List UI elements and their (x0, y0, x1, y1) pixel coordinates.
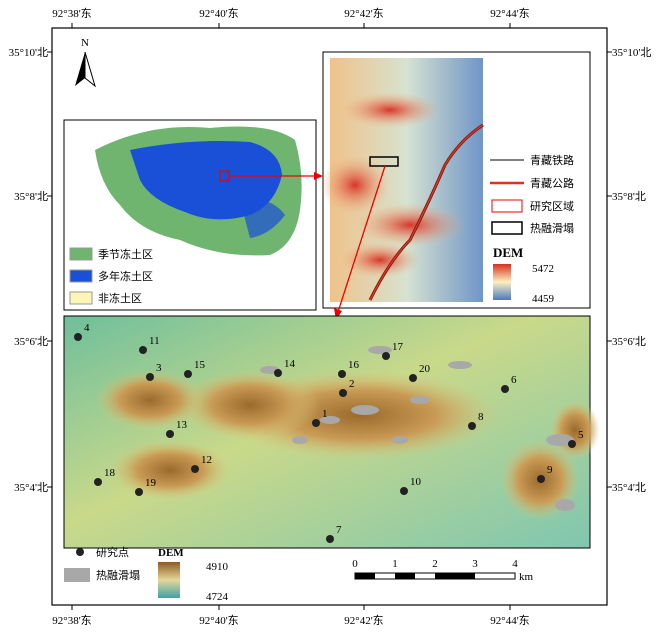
scale-unit: km (519, 571, 534, 583)
study-point (339, 389, 347, 397)
legend-value: 4459 (532, 293, 555, 305)
point-label: 1 (322, 408, 328, 420)
scale-bar: 0 1 2 3 4km (352, 558, 533, 583)
study-point (568, 440, 576, 448)
point-label: 9 (547, 464, 553, 476)
study-point (184, 370, 192, 378)
longitude-label: 92°38'东 (52, 614, 91, 627)
connector-head (314, 172, 323, 180)
scale-tick-label: 4 (512, 558, 518, 570)
point-label: 14 (284, 358, 296, 370)
legend-label: 研究区域 (530, 199, 574, 213)
study-point (537, 475, 545, 483)
overview-inset: 季节冻土区 多年冻土区 非冻土区 (63, 119, 317, 311)
longitude-label: 92°42'东 (344, 614, 383, 627)
study-point (74, 333, 82, 341)
legend-value: 4724 (206, 591, 229, 603)
study-point (274, 369, 282, 377)
study-point (146, 373, 154, 381)
main-dem-map (63, 315, 600, 549)
study-point (135, 488, 143, 496)
legend-value: 5472 (532, 263, 554, 275)
longitude-label: 92°40'东 (199, 614, 238, 627)
longitude-label: 92°42'东 (344, 7, 383, 20)
legend-value: 4910 (206, 561, 229, 573)
scale-bar-segment (395, 573, 415, 579)
point-label: 16 (348, 359, 360, 371)
point-label: 15 (194, 359, 206, 371)
latitude-label: 35°4'北 (612, 481, 646, 494)
point-label: 13 (176, 419, 188, 431)
study-point (312, 419, 320, 427)
point-label: 8 (478, 411, 484, 423)
point-label: 11 (149, 335, 160, 347)
point-label: 7 (336, 524, 342, 536)
point-label: 17 (392, 341, 404, 353)
legend-label: 青藏公路 (530, 177, 574, 190)
study-point (191, 465, 199, 473)
legend-label: 热融滑塌 (530, 222, 574, 235)
latitude-label: 35°10'北 (9, 46, 48, 59)
point-label: 12 (201, 454, 212, 466)
study-point (326, 535, 334, 543)
point-label: 10 (410, 476, 422, 488)
point-label: 2 (349, 378, 355, 390)
point-label: 6 (511, 374, 517, 386)
scale-tick-label: 2 (432, 558, 438, 570)
legend-label: 研究点 (96, 545, 129, 559)
dem-inset: 青藏铁路 青藏公路 研究区域 热融滑塌 DEM 5472 4459 (320, 51, 591, 309)
point-label: 4 (84, 322, 90, 334)
legend-label: 青藏铁路 (530, 154, 574, 167)
longitude-label: 92°44'东 (490, 7, 529, 20)
study-point (382, 352, 390, 360)
latitude-label: 35°6'北 (612, 335, 646, 348)
legend-title: DEM (493, 245, 523, 260)
scale-tick-label: 1 (392, 558, 398, 570)
point-label: 18 (104, 467, 116, 479)
legend-title: DEM (158, 547, 184, 559)
legend-label: 非冻土区 (98, 291, 142, 305)
north-label: N (81, 37, 89, 49)
connector (337, 165, 386, 313)
legend-label: 热融滑塌 (96, 569, 140, 582)
latitude-label: 35°4'北 (14, 481, 48, 494)
study-point (94, 478, 102, 486)
longitude-label: 92°44'东 (490, 614, 529, 627)
point-label: 20 (419, 363, 431, 375)
latitude-label: 35°6'北 (14, 335, 48, 348)
legend-label: 多年冻土区 (98, 269, 153, 283)
scale-bar-segment (435, 573, 475, 579)
latitude-label: 35°10'北 (612, 46, 651, 59)
latitude-label: 35°8'北 (14, 190, 48, 203)
main-legend: 研究点 热融滑塌 DEM 4910 4724 (64, 545, 229, 603)
north-arrow: N (75, 37, 96, 88)
longitude-label: 92°38'东 (52, 7, 91, 20)
latitude-label: 35°8'北 (612, 190, 646, 203)
study-point (338, 370, 346, 378)
scale-bar-segment (355, 573, 375, 579)
study-point (166, 430, 174, 438)
study-point (139, 346, 147, 354)
scale-tick-label: 0 (352, 558, 358, 570)
point-label: 5 (578, 429, 584, 441)
study-point (501, 385, 509, 393)
point-label: 3 (156, 362, 162, 374)
longitude-label: 92°40'东 (199, 7, 238, 20)
study-point (400, 487, 408, 495)
graticule: 92°38'东 92°38'东 92°40'东 92°40'东 92°42'东 92°42… (9, 7, 652, 627)
study-point (409, 374, 417, 382)
scale-tick-label: 3 (472, 558, 478, 570)
legend-label: 季节冻土区 (98, 247, 153, 261)
point-label: 19 (145, 477, 157, 489)
study-point (468, 422, 476, 430)
